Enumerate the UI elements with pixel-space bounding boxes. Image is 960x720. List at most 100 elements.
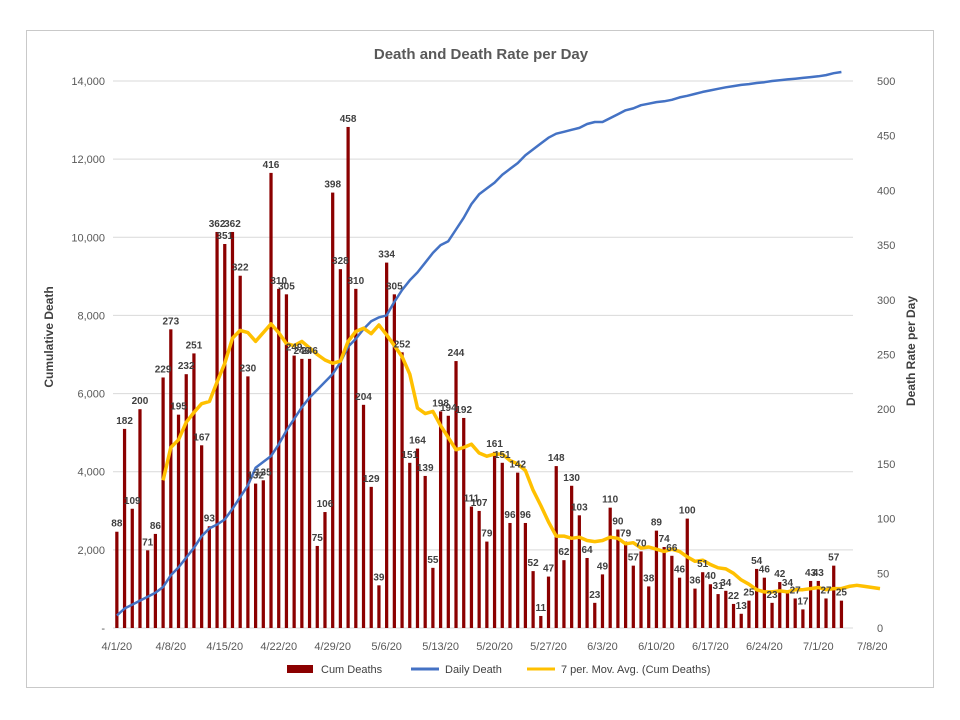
bar — [230, 231, 235, 629]
data-label: 246 — [294, 346, 311, 357]
data-label: 46 — [674, 565, 686, 576]
data-label: 88 — [111, 519, 123, 530]
bar — [739, 613, 743, 628]
bar — [153, 533, 158, 628]
chart-svg: Death and Death Rate per Day 88 182 109 200… — [42, 46, 918, 676]
bar-series — [115, 126, 844, 629]
y-tick-right: 200 — [877, 404, 895, 416]
data-label: 246 — [301, 346, 318, 357]
gridlines — [113, 80, 853, 629]
data-label: 192 — [455, 405, 472, 416]
bar — [539, 615, 543, 628]
x-tick: 4/15/20 — [206, 641, 243, 653]
bar — [623, 541, 628, 628]
bar — [246, 376, 250, 628]
x-axis: 4/1/20 4/8/20 4/15/20 4/22/20 4/29/20 5/6/20 5… — [102, 641, 888, 653]
bar — [670, 555, 674, 628]
bar — [747, 600, 751, 628]
legend-swatch — [287, 665, 313, 673]
bar — [354, 288, 358, 628]
data-label: 70 — [635, 538, 647, 549]
data-label: 100 — [679, 506, 696, 517]
bar — [824, 598, 828, 628]
y-tick-right: 100 — [877, 514, 895, 526]
bar — [269, 172, 273, 628]
y-tick-left: 12,000 — [71, 154, 105, 166]
bar — [138, 409, 142, 628]
data-label: 74 — [659, 534, 671, 545]
data-label: 232 — [178, 361, 195, 372]
bar — [223, 244, 227, 629]
x-tick: 4/29/20 — [314, 641, 351, 653]
bar — [508, 522, 512, 628]
bar — [438, 411, 443, 628]
bar — [755, 568, 759, 628]
bar — [832, 565, 836, 628]
data-label: 167 — [193, 432, 210, 443]
data-label: 328 — [332, 256, 349, 267]
bar — [331, 192, 335, 628]
x-tick: 7/8/20 — [857, 641, 888, 653]
data-label: 109 — [124, 496, 141, 507]
bar — [369, 486, 373, 628]
data-label: 57 — [828, 553, 840, 564]
bar — [585, 557, 589, 628]
data-label: 182 — [116, 416, 133, 427]
bar — [785, 590, 790, 628]
y-tick-right: 500 — [877, 76, 895, 88]
y-tick-left: 4,000 — [77, 467, 105, 479]
bar — [446, 415, 450, 628]
bar — [770, 602, 774, 628]
data-label: 416 — [263, 160, 280, 171]
data-label: 142 — [509, 460, 526, 471]
bar — [385, 262, 389, 628]
bar — [677, 577, 682, 628]
bar — [731, 603, 736, 628]
bar — [500, 462, 504, 628]
bar — [415, 448, 420, 628]
y-tick-right: 0 — [877, 623, 883, 635]
bar — [184, 374, 188, 628]
bar — [546, 576, 551, 628]
data-label: 43 — [805, 568, 817, 579]
data-label: 398 — [324, 180, 341, 191]
bar — [408, 462, 412, 628]
bar — [238, 275, 242, 628]
bar — [215, 231, 219, 629]
data-label: 71 — [142, 537, 154, 548]
y-tick-right: 150 — [877, 459, 895, 471]
chart-frame: Death and Death Rate per Day 88 182 109 200… — [26, 30, 934, 688]
y-tick-right: 50 — [877, 568, 889, 580]
data-label: 132 — [247, 471, 264, 482]
bar — [115, 531, 119, 628]
data-label: 25 — [836, 588, 848, 599]
bar — [608, 507, 612, 628]
bar — [778, 582, 782, 628]
data-label: 17 — [797, 596, 809, 607]
data-label: 458 — [340, 114, 357, 125]
bar — [654, 530, 659, 628]
bar — [469, 506, 474, 628]
bar — [431, 567, 435, 628]
data-label: 89 — [651, 518, 663, 529]
data-label: 204 — [355, 392, 372, 403]
bar — [392, 294, 396, 628]
bar — [816, 580, 820, 628]
data-label: 42 — [774, 569, 786, 580]
data-label: 305 — [386, 281, 403, 292]
y-axis-right: 0 50 100 150 200 250 300 350 400 450 500 — [877, 76, 895, 635]
data-label: 34 — [782, 578, 794, 589]
data-label: 229 — [155, 364, 172, 375]
bar — [284, 294, 289, 628]
data-label: 362 — [224, 219, 241, 230]
bar — [477, 510, 481, 628]
bar — [122, 428, 127, 628]
legend-label: Cum Deaths — [321, 664, 383, 676]
data-label: 13 — [736, 601, 748, 612]
y-tick-left: - — [101, 623, 105, 635]
x-tick: 6/24/20 — [746, 641, 783, 653]
data-label: 310 — [270, 276, 287, 287]
bar — [701, 572, 705, 628]
y-tick-right: 300 — [877, 295, 895, 307]
data-label: 79 — [620, 529, 632, 540]
